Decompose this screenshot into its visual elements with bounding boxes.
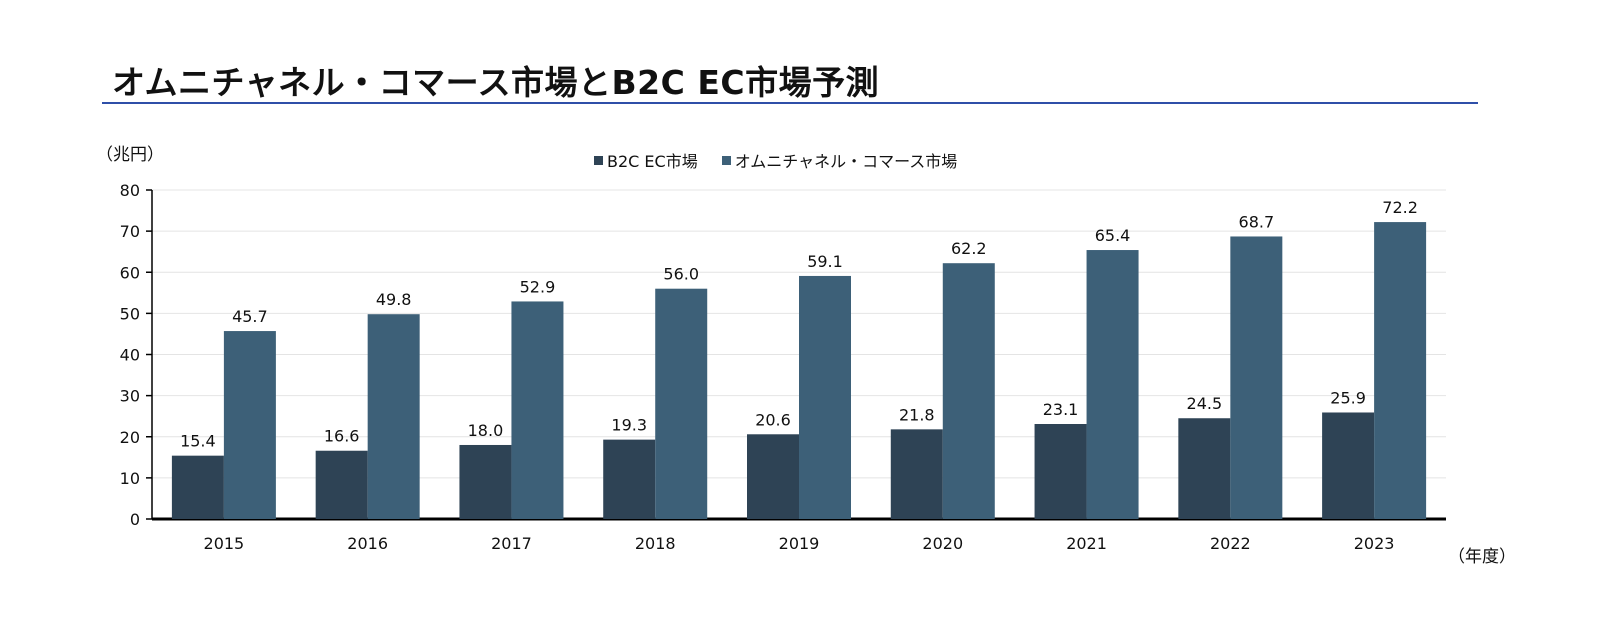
y-tick-label: 0	[130, 510, 140, 529]
data-label-omni: 68.7	[1239, 212, 1275, 231]
bar-b2c-2016	[315, 450, 368, 519]
bar-b2c-2023	[1322, 412, 1375, 519]
data-label-b2c: 15.4	[180, 432, 216, 451]
title-underline	[102, 102, 1478, 104]
data-label-omni: 59.1	[807, 252, 843, 271]
bar-omni-2015	[223, 331, 276, 519]
data-label-b2c: 20.6	[755, 410, 791, 429]
bar-b2c-2018	[603, 439, 656, 519]
data-label-b2c: 19.3	[611, 416, 647, 435]
data-label-b2c: 18.0	[468, 421, 504, 440]
data-label-b2c: 25.9	[1330, 388, 1366, 407]
y-tick-label: 10	[120, 469, 140, 488]
data-label-omni: 72.2	[1382, 198, 1418, 217]
x-tick-label: 2022	[1210, 534, 1251, 553]
bar-omni-2017	[511, 301, 564, 519]
bar-omni-2019	[799, 275, 851, 519]
x-tick-label: 2021	[1066, 534, 1107, 553]
x-tick-label: 2018	[635, 534, 676, 553]
x-tick-label: 2020	[922, 534, 963, 553]
y-tick-label: 50	[120, 304, 140, 323]
bar-b2c-2021	[1034, 424, 1087, 519]
data-label-b2c: 24.5	[1187, 394, 1223, 413]
data-label-omni: 45.7	[232, 307, 268, 326]
data-label-omni: 52.9	[520, 277, 556, 296]
y-tick-label: 60	[120, 263, 140, 282]
legend: B2C EC市場 オムニチャネル・コマース市場	[594, 148, 957, 172]
y-tick-label: 30	[120, 387, 140, 406]
bar-omni-2020	[942, 263, 995, 519]
y-axis-unit-label: （兆円）	[96, 145, 164, 165]
legend-item-b2c: B2C EC市場	[594, 148, 698, 172]
bar-omni-2023	[1374, 222, 1427, 519]
data-label-b2c: 16.6	[324, 427, 360, 446]
x-tick-label: 2017	[491, 534, 532, 553]
bar-omni-2022	[1230, 236, 1283, 519]
y-tick-label: 70	[120, 222, 140, 241]
bar-b2c-2017	[459, 444, 512, 519]
bar-omni-2021	[1086, 250, 1139, 520]
bar-b2c-2020	[890, 429, 943, 519]
x-tick-label: 2023	[1354, 534, 1395, 553]
bar-omni-2018	[655, 288, 708, 519]
legend-label-omni: オムニチャネル・コマース市場	[734, 152, 958, 171]
y-tick-label: 20	[120, 428, 140, 447]
bar-b2c-2022	[1178, 418, 1231, 519]
bar-omni-2016	[367, 314, 420, 519]
data-label-b2c: 23.1	[1043, 400, 1079, 419]
data-label-omni: 56.0	[663, 265, 699, 284]
legend-label-b2c: B2C EC市場	[607, 152, 698, 171]
y-tick-label: 40	[120, 346, 140, 365]
bar-b2c-2019	[747, 434, 799, 519]
chart-title: オムニチャネル・コマース市場とB2C EC市場予測	[112, 63, 880, 102]
x-tick-label: 2016	[347, 534, 388, 553]
x-tick-label: 2015	[204, 534, 245, 553]
legend-swatch-b2c	[594, 155, 603, 165]
legend-swatch-omni	[721, 155, 731, 165]
data-label-omni: 49.8	[376, 290, 412, 309]
data-label-b2c: 21.8	[899, 405, 935, 424]
data-label-omni: 65.4	[1095, 226, 1131, 245]
y-tick-label: 80	[120, 181, 140, 200]
data-label-omni: 62.2	[951, 239, 987, 258]
legend-item-omni: オムニチャネル・コマース市場	[721, 148, 958, 172]
bar-b2c-2015	[171, 455, 224, 519]
x-axis-unit-label: （年度）	[1448, 547, 1516, 567]
x-tick-label: 2019	[779, 534, 820, 553]
